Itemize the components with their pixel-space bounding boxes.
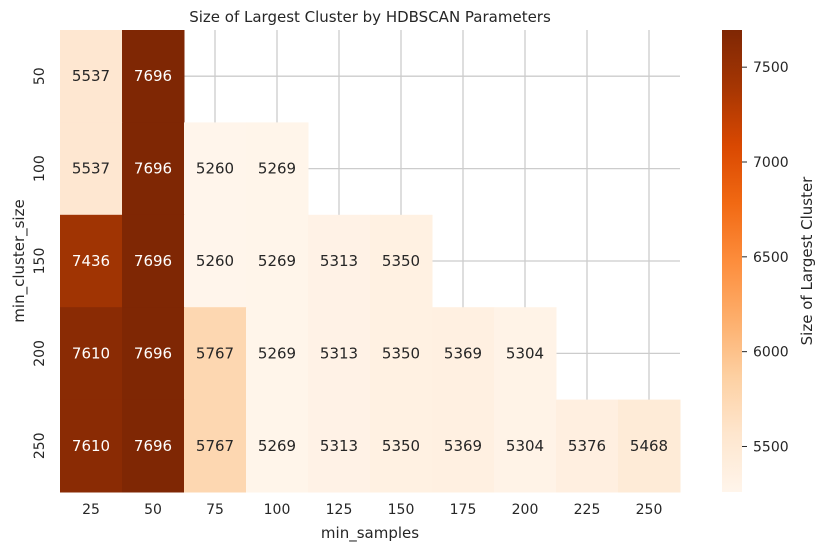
x-tick-labels: 25 50 75 100 125 150 175 200 225 250 [82,502,662,518]
cell-value-label: 5350 [382,252,420,270]
heatmap-cell [618,399,681,493]
x-tick-label: 225 [574,502,601,518]
x-tick-label: 200 [512,502,539,518]
cell-value-label: 5260 [196,160,234,178]
cell-value-label: 7696 [134,160,172,178]
heatmap-cell [122,214,185,308]
x-tick-label: 125 [326,502,353,518]
cell-value-label: 7696 [134,67,172,85]
heatmap-cell [432,307,495,401]
y-tick-label: 150 [32,248,48,275]
x-tick-label: 100 [264,502,291,518]
colorbar-tick-label: 7000 [753,155,789,171]
y-tick-label: 250 [32,432,48,459]
heatmap-cell [246,214,309,308]
heatmap-cell [370,214,433,308]
heatmap-cell [432,399,495,493]
cell-value-label: 7436 [72,252,110,270]
x-tick-label: 75 [206,502,224,518]
heatmap-cell [122,122,185,216]
colorbar-tick-label: 6500 [753,250,789,266]
heatmap-cell [370,307,433,401]
cell-value-label: 5767 [196,437,234,455]
heatmap-cell [122,30,185,123]
heatmap-cell [60,307,123,401]
heatmap-cell [494,307,557,401]
cell-value-label: 5350 [382,437,420,455]
heatmap-cell [60,122,123,216]
cell-value-label: 5313 [320,344,358,362]
cell-value-label: 5369 [444,437,482,455]
heatmap-cell [60,30,123,123]
heatmap-cell [184,122,247,216]
cell-value-label: 5269 [258,344,296,362]
heatmap-cell [246,122,309,216]
cell-value-label: 5350 [382,344,420,362]
heatmap-cell [184,307,247,401]
cell-value-label: 5304 [506,344,544,362]
heatmap-cell [246,307,309,401]
colorbar-label: Size of Largest Cluster [798,176,816,346]
cell-labels: 5537 7696 5537 7696 5260 5269 7436 7696 5260 5269… [72,67,668,455]
heatmap-cell [122,307,185,401]
x-tick-label: 250 [636,502,663,518]
heatmap-cell [184,214,247,308]
cell-value-label: 5369 [444,344,482,362]
cell-value-label: 5269 [258,252,296,270]
heatmap-cell [308,399,371,493]
cell-value-label: 5767 [196,344,234,362]
chart-title: Size of Largest Cluster by HDBSCAN Param… [189,8,551,26]
cell-value-label: 5468 [630,437,668,455]
heatmap-cell [60,214,123,308]
cell-value-label: 5269 [258,437,296,455]
cell-value-label: 7696 [134,252,172,270]
x-tick-label: 150 [388,502,415,518]
heatmap-cell [308,214,371,308]
y-tick-label: 200 [32,340,48,367]
heatmap-cell [494,399,557,493]
heatmap-cell [122,399,185,493]
colorbar-tick-label: 6000 [753,345,789,361]
heatmap-cell [370,399,433,493]
cell-value-label: 5260 [196,252,234,270]
x-tick-label: 25 [82,502,100,518]
y-tick-label: 100 [32,155,48,182]
heatmap-cell [184,399,247,493]
x-tick-label: 50 [144,502,162,518]
colorbar-ticks: 5500 6000 6500 7000 7500 [742,60,789,455]
heatmap-cell [60,399,123,493]
y-axis-label: min_cluster_size [10,199,29,322]
cell-value-label: 5537 [72,160,110,178]
heatmap-cell [556,399,619,493]
x-axis-label: min_samples [321,524,419,543]
cell-value-label: 7610 [72,344,110,362]
cell-value-label: 7696 [134,437,172,455]
cell-value-label: 7610 [72,437,110,455]
cell-value-label: 5376 [568,437,606,455]
colorbar-tick-label: 5500 [753,439,789,455]
heatmap-cell [308,307,371,401]
y-tick-labels: 50 100 150 200 250 [32,67,48,459]
cell-value-label: 5313 [320,437,358,455]
cell-value-label: 7696 [134,344,172,362]
cell-value-label: 5313 [320,252,358,270]
x-tick-label: 175 [450,502,477,518]
colorbar [722,30,742,492]
heatmap-cells [60,30,681,493]
cell-value-label: 5304 [506,437,544,455]
cell-value-label: 5269 [258,160,296,178]
colorbar-tick-label: 7500 [753,60,789,76]
cell-value-label: 5537 [72,67,110,85]
heatmap-cell [246,399,309,493]
y-tick-label: 50 [32,67,48,85]
